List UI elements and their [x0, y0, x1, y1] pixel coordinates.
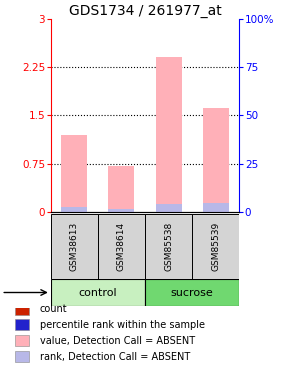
- Bar: [145, 214, 192, 279]
- Title: GDS1734 / 261977_at: GDS1734 / 261977_at: [69, 4, 221, 18]
- Bar: [61, 135, 87, 212]
- Text: count: count: [40, 304, 68, 314]
- Text: sucrose: sucrose: [171, 288, 213, 297]
- Text: GSM85538: GSM85538: [164, 222, 173, 271]
- Bar: [192, 214, 239, 279]
- Bar: [145, 279, 239, 306]
- Bar: [14, 335, 29, 346]
- Text: percentile rank within the sample: percentile rank within the sample: [40, 320, 205, 330]
- Bar: [108, 165, 134, 212]
- Bar: [14, 319, 29, 330]
- Bar: [51, 214, 98, 279]
- Text: control: control: [79, 288, 117, 297]
- Bar: [98, 214, 145, 279]
- Bar: [14, 351, 29, 362]
- Bar: [203, 108, 229, 212]
- Bar: [108, 209, 134, 212]
- Bar: [203, 203, 229, 212]
- Text: GSM85539: GSM85539: [211, 222, 220, 271]
- Text: rank, Detection Call = ABSENT: rank, Detection Call = ABSENT: [40, 352, 190, 362]
- Text: GSM38614: GSM38614: [117, 222, 126, 271]
- Bar: [51, 279, 145, 306]
- Text: GSM38613: GSM38613: [70, 222, 79, 271]
- Bar: [156, 204, 182, 212]
- Bar: [156, 57, 182, 212]
- Bar: [14, 303, 29, 315]
- Bar: [61, 207, 87, 212]
- Text: value, Detection Call = ABSENT: value, Detection Call = ABSENT: [40, 336, 195, 346]
